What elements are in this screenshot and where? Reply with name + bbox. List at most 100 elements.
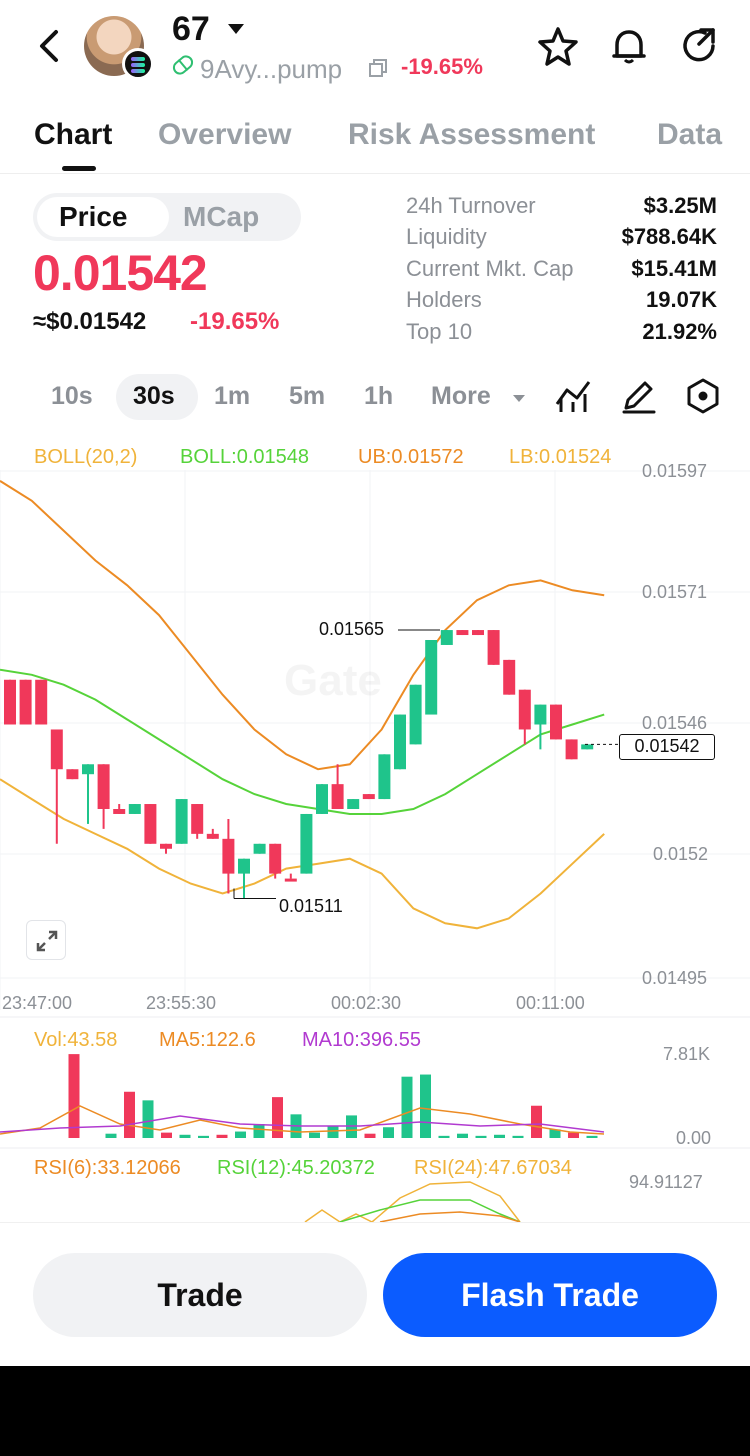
candle-body <box>128 804 141 814</box>
boll-mid-label: BOLL:0.01548 <box>180 446 309 468</box>
app-screen: 67 9Avy...pump -19.65% Chart Overview Ri… <box>0 0 750 1366</box>
candle-body <box>534 704 547 725</box>
y-tick-5: 0.01495 <box>642 968 708 988</box>
chart-grid <box>0 470 750 1149</box>
chevron-down-icon[interactable] <box>228 24 244 34</box>
pill-icon <box>170 52 196 78</box>
vol-tick-min: 0.00 <box>676 1128 712 1148</box>
interval-1h[interactable]: 1h <box>364 382 394 410</box>
flash-trade-button[interactable]: Flash Trade <box>383 1253 717 1337</box>
back-arrow-icon[interactable] <box>30 22 70 70</box>
volume-bar <box>475 1135 487 1138</box>
draw-icon[interactable] <box>618 376 658 416</box>
candle-body <box>191 804 204 834</box>
bottom-action-bar: Trade Flash Trade <box>0 1222 750 1366</box>
rsi6-label: RSI(6):33.12066 <box>34 1157 181 1179</box>
candle-body <box>440 630 453 645</box>
y-tick-2: 0.01571 <box>642 582 708 602</box>
share-icon[interactable] <box>677 24 721 68</box>
candle-body <box>581 744 594 750</box>
toggle-mcap[interactable]: MCap <box>183 201 260 232</box>
volume-bar <box>235 1131 246 1138</box>
tab-risk-assessment[interactable]: Risk Assessment <box>348 118 596 151</box>
copy-icon[interactable] <box>368 58 388 78</box>
volume-bar <box>272 1097 283 1138</box>
volume-bar <box>309 1132 320 1138</box>
volume-bar <box>105 1133 117 1138</box>
settings-icon[interactable] <box>683 376 723 416</box>
bell-icon[interactable] <box>607 24 651 68</box>
high-annotation: 0.01565 <box>319 619 385 639</box>
tab-chart[interactable]: Chart <box>34 118 113 151</box>
rsi6-line <box>379 1211 521 1222</box>
candle-body <box>284 878 297 882</box>
candle-body <box>160 843 172 849</box>
vol-label: Vol:43.58 <box>34 1029 118 1051</box>
x-tick-4: 00:11:00 <box>516 993 585 1013</box>
rsi12-label: RSI(12):45.20372 <box>217 1157 375 1179</box>
boll-ub-label: UB:0.01572 <box>358 446 464 468</box>
stat-value-mkt-cap: $15.41M <box>631 256 717 281</box>
usd-price: ≈$0.01542 <box>33 308 147 335</box>
candle-body <box>472 630 484 636</box>
candle-body <box>378 754 391 800</box>
candle-body <box>269 843 282 874</box>
candle-body <box>550 704 562 740</box>
ma5-label: MA5:122.6 <box>159 1029 256 1051</box>
vol-tick-max: 7.81K <box>663 1044 711 1064</box>
volume-bar <box>161 1132 172 1138</box>
indicator-icon[interactable] <box>553 376 593 416</box>
interval-10s[interactable]: 10s <box>51 382 93 410</box>
token-symbol[interactable]: 67 <box>172 10 210 48</box>
volume-bar <box>512 1135 524 1138</box>
chevron-down-icon[interactable] <box>513 395 525 402</box>
volume-bar <box>364 1133 376 1138</box>
boll-label: BOLL(20,2) <box>34 446 138 468</box>
candle-body <box>409 684 422 745</box>
expand-chart-button[interactable] <box>26 920 66 960</box>
volume-bar <box>179 1134 191 1138</box>
star-icon[interactable] <box>536 24 580 68</box>
interval-more[interactable]: More <box>431 382 491 410</box>
stat-value-top10: 21.92% <box>642 319 717 344</box>
interval-selected-bg <box>116 374 198 420</box>
volume-bar <box>124 1091 135 1138</box>
y-tick-4: 0.0152 <box>653 844 709 864</box>
boll-lb-label: LB:0.01524 <box>509 446 612 468</box>
candlesticks <box>4 630 594 899</box>
token-header: 67 9Avy...pump -19.65% <box>0 0 750 100</box>
stat-label-holders: Holders <box>406 287 482 312</box>
x-tick-3: 00:02:30 <box>331 993 402 1013</box>
stat-value-turnover: $3.25M <box>643 193 717 218</box>
candle-body <box>300 813 313 874</box>
toggle-price[interactable]: Price <box>59 201 128 232</box>
candle-body <box>503 659 516 695</box>
stat-value-holders: 19.07K <box>646 287 717 312</box>
chart-annotations <box>233 629 619 899</box>
interval-30s[interactable]: 30s <box>133 382 175 410</box>
ma10-label: MA10:396.55 <box>302 1029 421 1051</box>
toggle-active-bg <box>37 197 169 237</box>
solana-chain-icon <box>122 48 154 80</box>
current-price: 0.01542 <box>33 245 208 301</box>
volume-bar <box>401 1076 413 1138</box>
volume-bar <box>568 1132 579 1138</box>
candle-body <box>82 764 94 775</box>
tab-overview[interactable]: Overview <box>158 118 292 151</box>
interval-5m[interactable]: 5m <box>289 382 326 410</box>
rsi24-line <box>304 1181 521 1222</box>
candle-body <box>113 809 126 814</box>
tab-data[interactable]: Data <box>657 118 723 151</box>
stat-label-top10: Top 10 <box>406 319 473 344</box>
trade-button[interactable]: Trade <box>33 1253 367 1337</box>
stat-value-liquidity: $788.64K <box>621 224 717 249</box>
candle-body <box>316 784 328 814</box>
stat-label-mkt-cap: Current Mkt. Cap <box>406 256 574 281</box>
interval-1m[interactable]: 1m <box>214 382 251 410</box>
price-chart[interactable] <box>0 436 750 1222</box>
candle-body <box>565 739 578 760</box>
stat-label-liquidity: Liquidity <box>406 224 487 249</box>
candle-body <box>518 689 531 730</box>
volume-bar <box>457 1133 468 1138</box>
volume-bar <box>327 1126 339 1138</box>
